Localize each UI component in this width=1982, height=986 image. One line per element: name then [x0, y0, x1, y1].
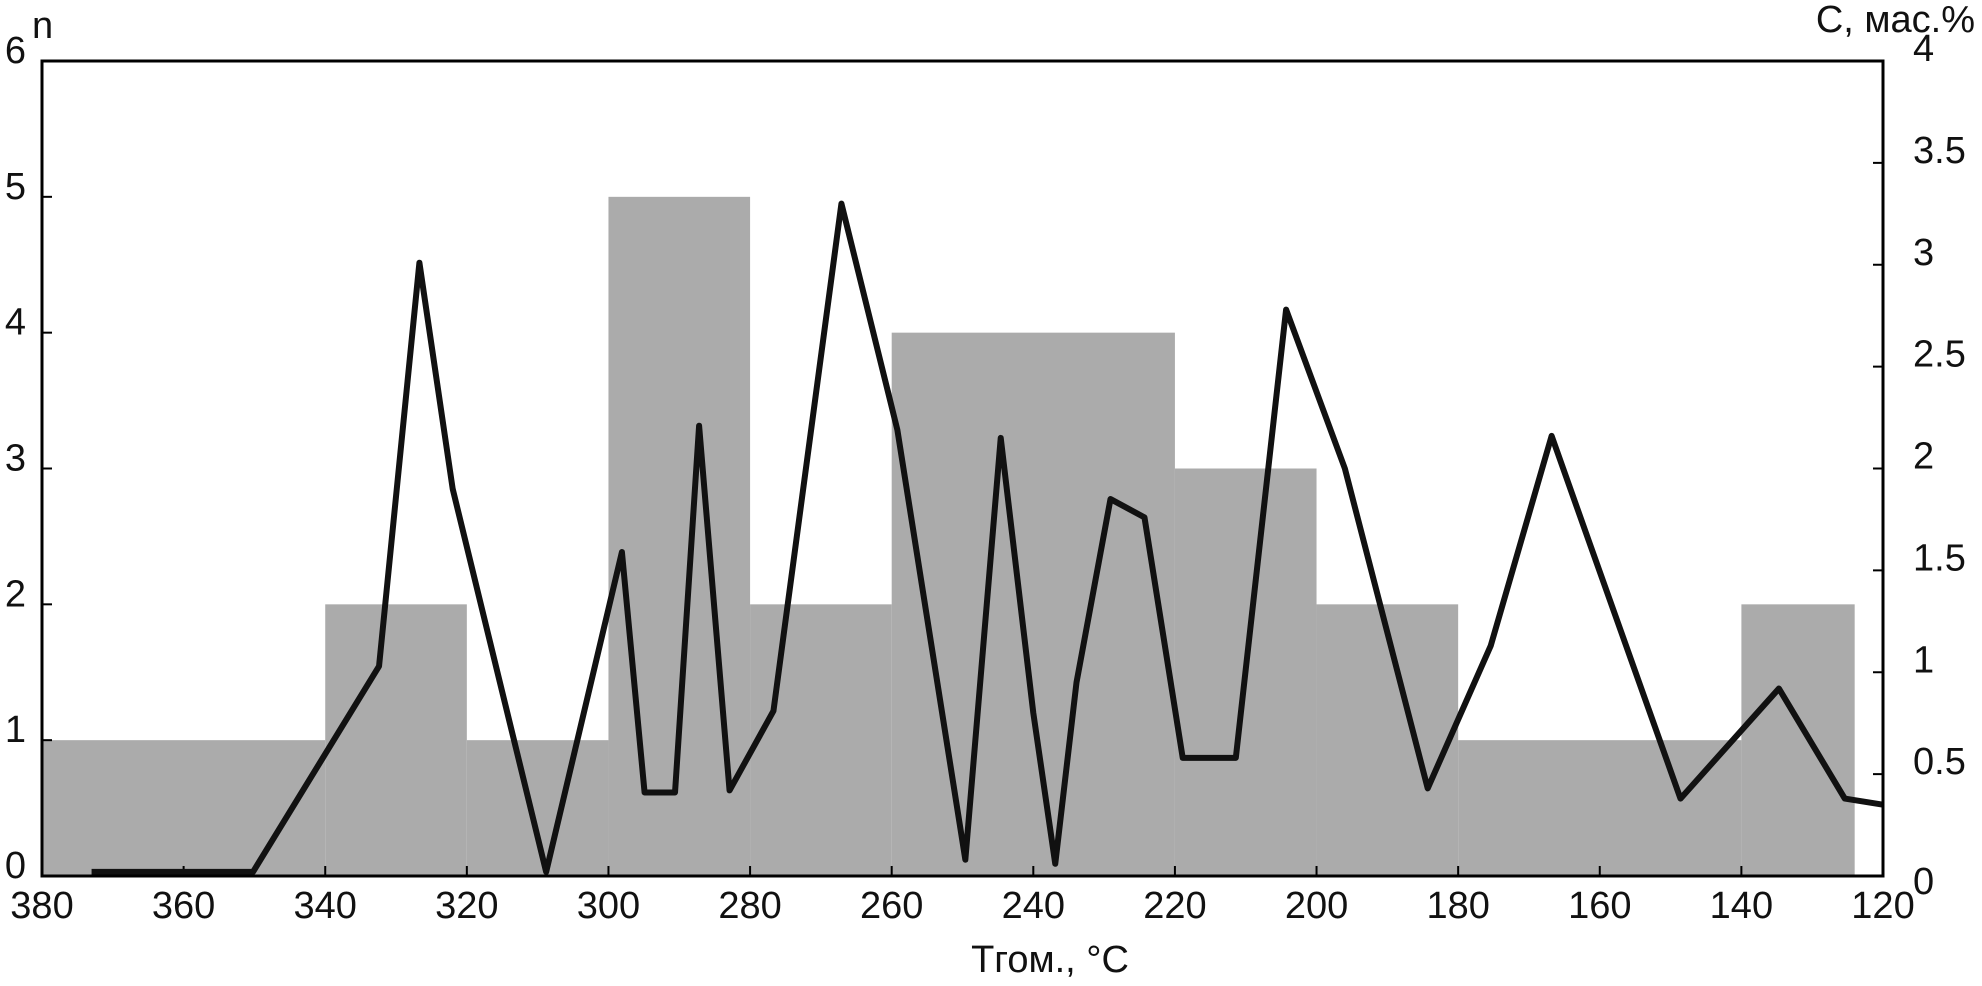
bar	[1741, 604, 1855, 876]
y2-tick-label: 0	[1913, 861, 1934, 903]
y-tick-label: 0	[5, 845, 26, 887]
x-tick-label: 280	[718, 885, 781, 927]
y2-tick-label: 4	[1913, 28, 1934, 70]
plot-frame	[40, 59, 1885, 878]
y-tick-label: 2	[5, 573, 26, 615]
x-tick-label: 320	[435, 885, 498, 927]
bar	[466, 740, 609, 876]
x-tick-label: 220	[1143, 885, 1206, 927]
y-tick-label: 1	[5, 709, 26, 751]
x-tick-label: 180	[1426, 885, 1489, 927]
y2-tick-label: 1	[1913, 639, 1934, 681]
y-tick-label: 6	[5, 30, 26, 72]
bar	[42, 740, 326, 876]
bar	[891, 332, 1175, 877]
x-tick-label: 300	[577, 885, 640, 927]
y-tick-label: 3	[5, 438, 26, 480]
y2-tick-label: 2	[1913, 436, 1934, 478]
y2-tick-label: 3	[1913, 232, 1934, 274]
bar	[750, 604, 892, 876]
x-tick-label: 260	[860, 885, 923, 927]
y-tick-label: 5	[5, 166, 26, 208]
y2-tick-label: 3.5	[1913, 130, 1966, 172]
x-tick-label: 160	[1568, 885, 1631, 927]
y2-axis-label: C, мас.%	[1816, 0, 1975, 41]
x-axis-label: Tгом., °C	[971, 939, 1129, 981]
x-tick-label: 240	[1002, 885, 1065, 927]
y-tick-label: 4	[5, 302, 26, 344]
x-tick-label: 140	[1710, 885, 1773, 927]
x-tick-label: 360	[152, 885, 215, 927]
y2-tick-label: 2.5	[1913, 334, 1966, 376]
x-tick-label: 120	[1851, 885, 1914, 927]
y2-tick-label: 0.5	[1913, 741, 1966, 783]
bar	[1458, 740, 1742, 876]
x-tick-label: 200	[1285, 885, 1348, 927]
x-tick-label: 380	[10, 885, 73, 927]
y-axis-label: n	[32, 5, 53, 47]
bar	[325, 604, 467, 876]
y2-tick-label: 1.5	[1913, 537, 1966, 579]
line	[91, 200, 1884, 875]
x-tick-label: 340	[294, 885, 357, 927]
bar	[1316, 604, 1459, 876]
